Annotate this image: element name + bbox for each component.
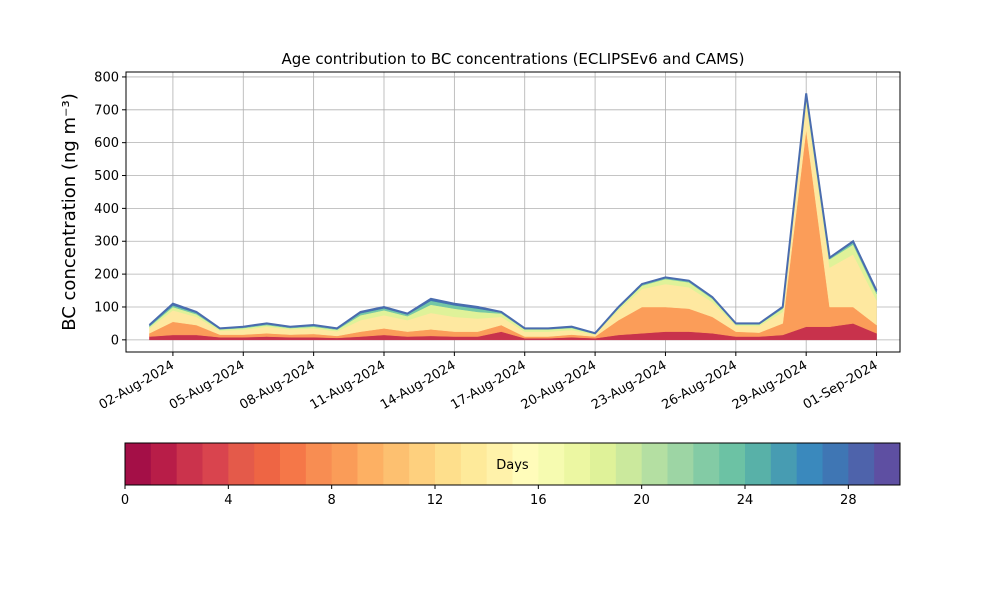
x-tick-label: 26-Aug-2024 xyxy=(659,358,739,413)
y-tick-label: 500 xyxy=(94,169,119,184)
colorbar-swatch xyxy=(590,443,617,485)
colorbar-swatch xyxy=(357,443,384,485)
x-tick-label: 02-Aug-2024 xyxy=(97,358,177,413)
colorbar-tick-label: 28 xyxy=(840,493,857,508)
colorbar-swatch xyxy=(486,443,513,485)
colorbar-swatch xyxy=(460,443,488,485)
colorbar-swatch xyxy=(254,443,281,485)
colorbar-tick-label: 20 xyxy=(633,493,650,508)
colorbar-swatch xyxy=(176,443,203,485)
y-axis-label: BC concentration (ng m⁻³) xyxy=(59,93,80,331)
x-tick-label: 29-Aug-2024 xyxy=(730,358,810,413)
colorbar-swatch xyxy=(125,443,152,485)
y-tick-label: 700 xyxy=(94,103,119,118)
x-tick-label: 08-Aug-2024 xyxy=(237,358,317,413)
x-tick-label: 23-Aug-2024 xyxy=(589,358,669,413)
colorbar-swatch xyxy=(770,443,798,485)
colorbar-swatch xyxy=(848,443,875,485)
y-tick-label: 600 xyxy=(94,136,119,151)
area-band xyxy=(149,93,877,334)
colorbar-frame xyxy=(124,442,901,486)
colorbar-swatch xyxy=(512,443,539,485)
area-band xyxy=(149,103,877,337)
colorbar-tick-label: 0 xyxy=(121,493,129,508)
total-outline xyxy=(148,93,878,335)
colorbar-swatch xyxy=(150,443,178,485)
area-band xyxy=(149,94,877,335)
x-tick-label: 01-Sep-2024 xyxy=(801,358,881,413)
colorbar-swatch xyxy=(796,443,823,485)
x-tick-label: 17-Aug-2024 xyxy=(448,358,528,413)
colorbar-tick-label: 16 xyxy=(530,493,547,508)
colorbar-swatch xyxy=(409,443,436,485)
colorbar-tick-label: 12 xyxy=(427,493,444,508)
colorbar-swatch xyxy=(641,443,668,485)
colorbar-swatch xyxy=(822,443,849,485)
y-tick-label: 200 xyxy=(94,268,119,283)
colorbar-swatch xyxy=(667,443,694,485)
y-tick-label: 100 xyxy=(94,300,119,315)
y-tick-label: 400 xyxy=(94,202,119,217)
colorbar-swatch xyxy=(435,443,462,485)
colorbar-swatch xyxy=(202,443,229,485)
colorbar-swatch xyxy=(745,443,772,485)
plot-frame xyxy=(125,71,901,353)
y-tick-label: 0 xyxy=(111,333,119,348)
colorbar-swatch xyxy=(331,443,358,485)
y-tick-label: 300 xyxy=(94,235,119,250)
x-tick-label: 20-Aug-2024 xyxy=(519,358,599,413)
y-tick-label: 800 xyxy=(94,70,119,85)
colorbar-swatch xyxy=(538,443,565,485)
x-tick-label: 05-Aug-2024 xyxy=(167,358,247,413)
x-tick-label: 11-Aug-2024 xyxy=(308,358,388,413)
colorbar-tick-label: 8 xyxy=(328,493,336,508)
colorbar-swatch xyxy=(615,443,643,485)
colorbar-swatch xyxy=(719,443,746,485)
x-tick-label: 14-Aug-2024 xyxy=(378,358,458,413)
area-band xyxy=(149,96,877,335)
colorbar-tick-label: 24 xyxy=(737,493,754,508)
colorbar-swatch xyxy=(693,443,720,485)
colorbar-swatch xyxy=(383,443,410,485)
colorbar-swatch xyxy=(305,443,333,485)
colorbar-swatch xyxy=(874,443,901,485)
colorbar-swatch xyxy=(280,443,307,485)
colorbar-tick-label: 4 xyxy=(224,493,232,508)
colorbar-label: Days xyxy=(496,458,529,473)
chart-title: Age contribution to BC concentrations (E… xyxy=(282,50,745,68)
colorbar-swatch xyxy=(564,443,591,485)
colorbar-swatch xyxy=(228,443,255,485)
